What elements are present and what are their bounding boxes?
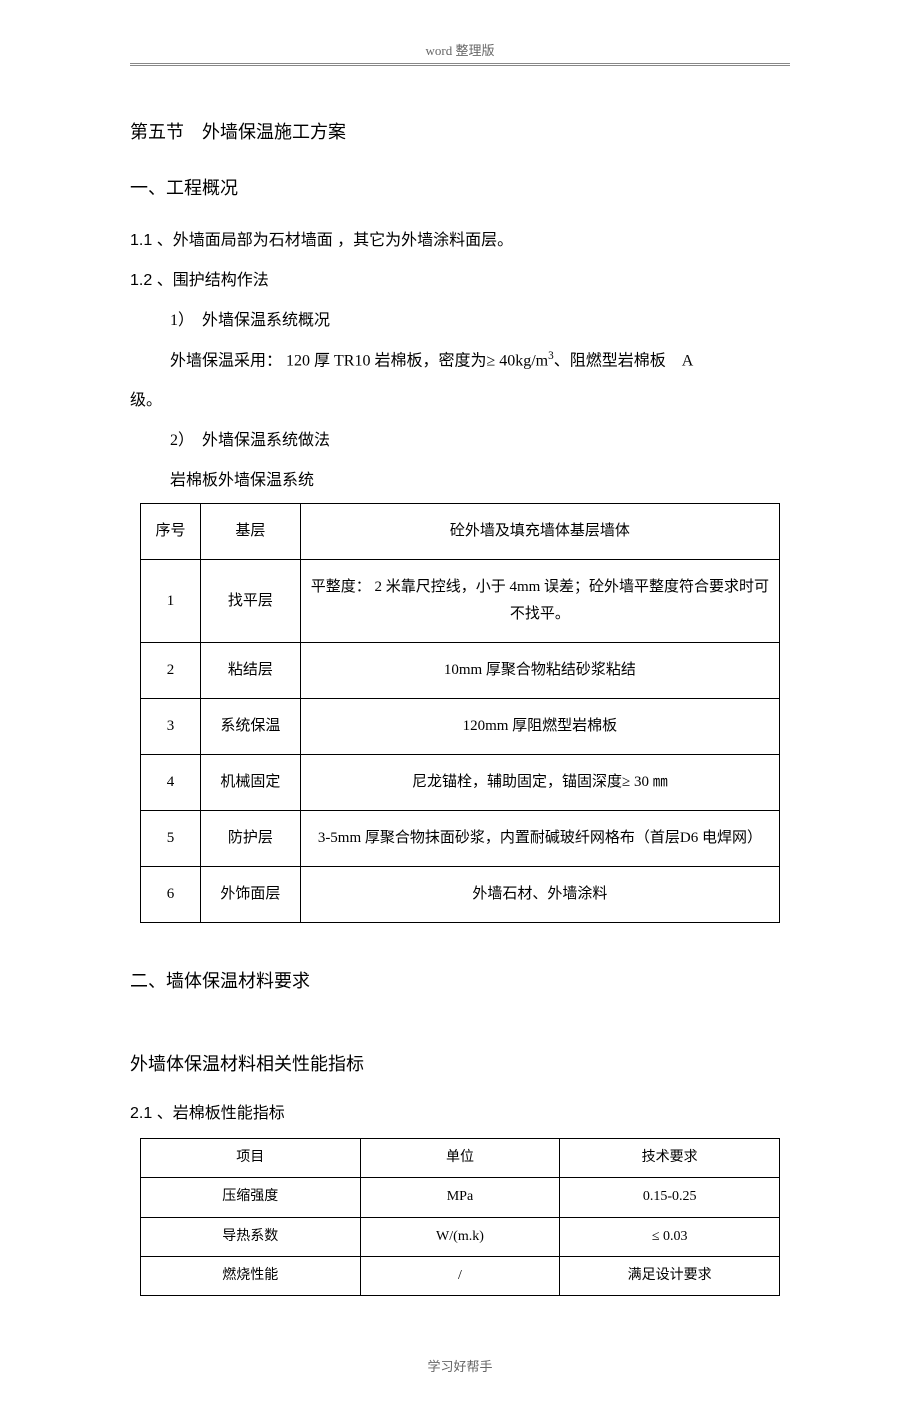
table-row: 1 找平层 平整度： 2 米靠尺控线，小于 4mm 误差；砼外墙平整度符合要求时…: [141, 560, 780, 643]
table-header-cell: 砼外墙及填充墙体基层墙体: [300, 504, 779, 560]
table-header-cell: 序号: [141, 504, 201, 560]
table-cell: 粘结层: [200, 643, 300, 699]
para-2-1-text: 2.1 、岩棉板性能指标: [130, 1105, 285, 1122]
table-cell: /: [360, 1257, 560, 1296]
table-cell: 系统保温: [200, 699, 300, 755]
table-row: 4 机械固定 尼龙锚栓，辅助固定，锚固深度≥ 30 ㎜: [141, 755, 780, 811]
body-b: 、阻燃型岩棉板 A: [554, 352, 694, 369]
heading-material-perf: 外墙体保温材料相关性能指标: [130, 1048, 790, 1080]
table-rockwool-spec: 项目 单位 技术要求 压缩强度 MPa 0.15-0.25 导热系数 W/(m.…: [140, 1138, 780, 1297]
table-row: 5 防护层 3-5mm 厚聚合物抹面砂浆，内置耐碱玻纤网格布（首层D6 电焊网）: [141, 811, 780, 867]
page-header: word 整理版: [130, 40, 790, 59]
table-cell: 找平层: [200, 560, 300, 643]
table-cell: 5: [141, 811, 201, 867]
section-title: 第五节 外墙保温施工方案: [130, 116, 790, 148]
table-cell: W/(m.k): [360, 1217, 560, 1256]
para-1-1-text: 1.1 、外墙面局部为石材墙面 ，其它为外墙涂料面层。: [130, 232, 513, 249]
table-cell: 压缩强度: [141, 1178, 361, 1217]
table-cell: 1: [141, 560, 201, 643]
table-cell: 6: [141, 867, 201, 923]
table1-caption: 岩棉板外墙保温系统: [130, 465, 790, 497]
table-cell: 尼龙锚栓，辅助固定，锚固深度≥ 30 ㎜: [300, 755, 779, 811]
table-cell: 120mm 厚阻燃型岩棉板: [300, 699, 779, 755]
page-footer: 学习好帮手: [130, 1356, 790, 1375]
table-row: 项目 单位 技术要求: [141, 1138, 780, 1177]
table-header-cell: 单位: [360, 1138, 560, 1177]
para-1-2-text: 1.2 、围护结构作法: [130, 272, 269, 289]
table-cell: 满足设计要求: [560, 1257, 780, 1296]
para-1-2-2: 2） 外墙保温系统做法: [130, 425, 790, 457]
table-cell: MPa: [360, 1178, 560, 1217]
table-cell: 燃烧性能: [141, 1257, 361, 1296]
header-divider: [130, 63, 790, 66]
table-cell: 3: [141, 699, 201, 755]
table-row: 3 系统保温 120mm 厚阻燃型岩棉板: [141, 699, 780, 755]
para-1-2-1-body: 外墙保温采用： 120 厚 TR10 岩棉板，密度为≥ 40kg/m3、阻燃型岩…: [130, 345, 790, 377]
para-2-1: 2.1 、岩棉板性能指标: [130, 1098, 790, 1130]
table-header-cell: 基层: [200, 504, 300, 560]
para-1-2-1: 1） 外墙保温系统概况: [130, 305, 790, 337]
table-row: 导热系数 W/(m.k) ≤ 0.03: [141, 1217, 780, 1256]
para-1-2: 1.2 、围护结构作法: [130, 265, 790, 297]
table-cell: 导热系数: [141, 1217, 361, 1256]
table-row: 燃烧性能 / 满足设计要求: [141, 1257, 780, 1296]
table-cell: 2: [141, 643, 201, 699]
table-cell: 平整度： 2 米靠尺控线，小于 4mm 误差；砼外墙平整度符合要求时可不找平。: [300, 560, 779, 643]
para-1-1: 1.1 、外墙面局部为石材墙面 ，其它为外墙涂料面层。: [130, 225, 790, 257]
table-row: 2 粘结层 10mm 厚聚合物粘结砂浆粘结: [141, 643, 780, 699]
table-cell: 0.15-0.25: [560, 1178, 780, 1217]
table-header-cell: 技术要求: [560, 1138, 780, 1177]
table-header-cell: 项目: [141, 1138, 361, 1177]
table-cell: 机械固定: [200, 755, 300, 811]
table-cell: 3-5mm 厚聚合物抹面砂浆，内置耐碱玻纤网格布（首层D6 电焊网）: [300, 811, 779, 867]
heading-overview: 一、工程概况: [130, 172, 790, 204]
table-system-layers: 序号 基层 砼外墙及填充墙体基层墙体 1 找平层 平整度： 2 米靠尺控线，小于…: [140, 503, 780, 923]
document-page: word 整理版 第五节 外墙保温施工方案 一、工程概况 1.1 、外墙面局部为…: [0, 40, 920, 1375]
heading-material-req: 二、墙体保温材料要求: [130, 965, 790, 997]
table-cell: 10mm 厚聚合物粘结砂浆粘结: [300, 643, 779, 699]
table-row: 6 外饰面层 外墙石材、外墙涂料: [141, 867, 780, 923]
body-a: 外墙保温采用： 120 厚 TR10 岩棉板，密度为≥ 40kg/m: [170, 352, 548, 369]
table-row: 序号 基层 砼外墙及填充墙体基层墙体: [141, 504, 780, 560]
table-row: 压缩强度 MPa 0.15-0.25: [141, 1178, 780, 1217]
para-1-2-1-body-c: 级。: [130, 385, 790, 417]
table-cell: 防护层: [200, 811, 300, 867]
table-cell: 4: [141, 755, 201, 811]
table-cell: ≤ 0.03: [560, 1217, 780, 1256]
table-cell: 外饰面层: [200, 867, 300, 923]
table-cell: 外墙石材、外墙涂料: [300, 867, 779, 923]
